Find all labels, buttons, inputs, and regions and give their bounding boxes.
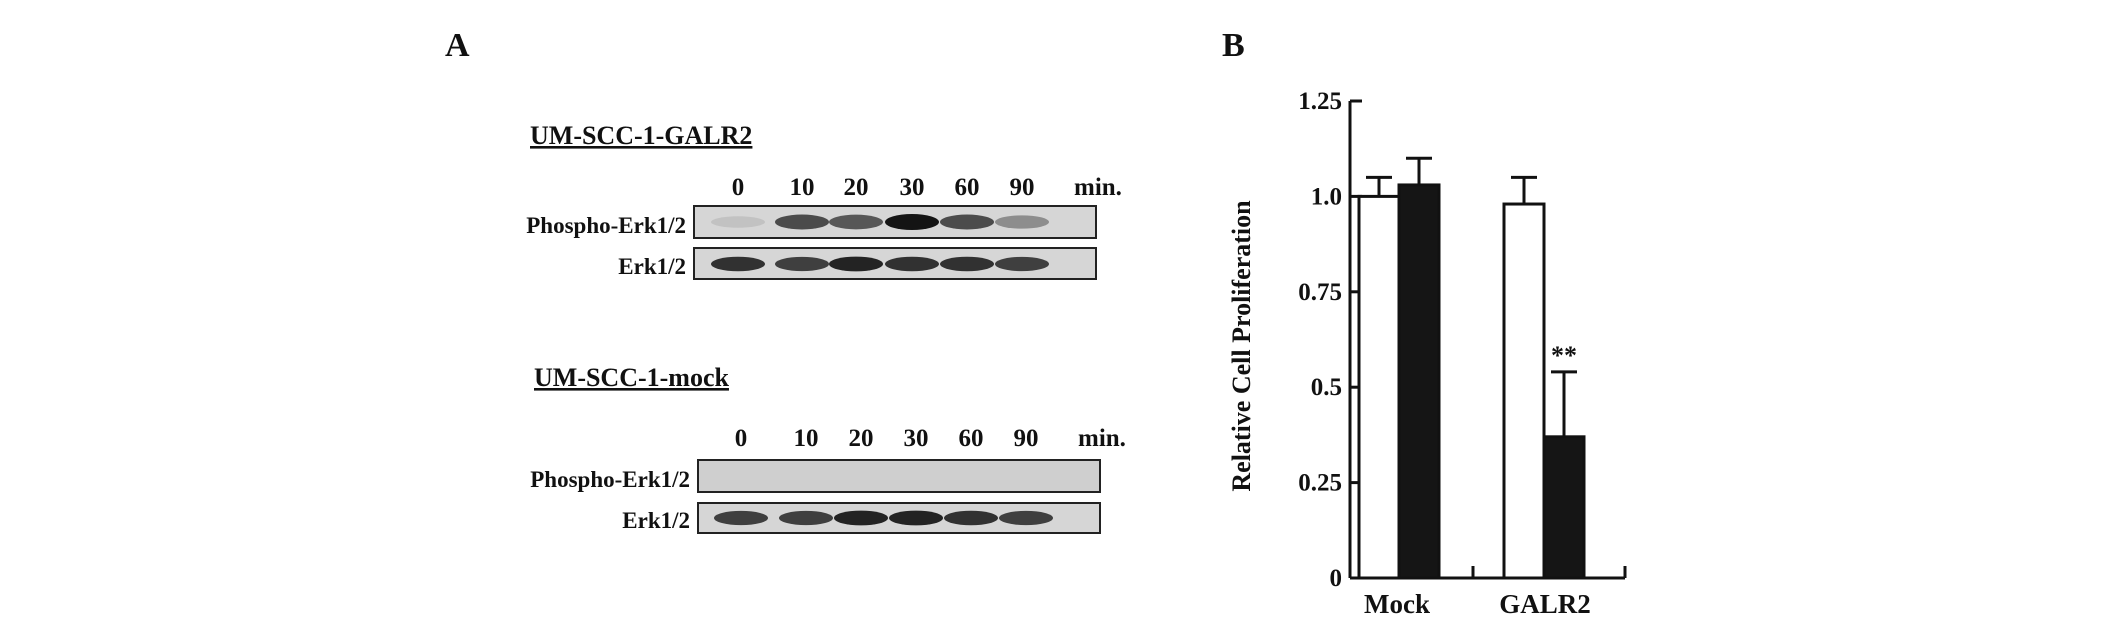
blot-band <box>714 510 768 526</box>
x-category-label: GALR2 <box>1499 589 1591 619</box>
blot-row-label: Erk1/2 <box>618 254 686 279</box>
blot-band <box>885 256 939 272</box>
lane-label: 30 <box>904 425 929 452</box>
blot-bands-erk-mock <box>714 510 1053 526</box>
blot-membrane-phospho <box>697 459 1101 493</box>
blot-band <box>775 214 829 230</box>
blot-block-galr2: UM-SCC-1-GALR2 0 10 20 30 60 90 min. Pho… <box>526 121 1122 280</box>
x-category-label: Mock <box>1364 589 1430 619</box>
blot-band <box>889 510 943 526</box>
bar <box>1357 194 1401 580</box>
blot-row-label: Erk1/2 <box>622 508 690 533</box>
blot-band <box>940 214 994 230</box>
lane-label: 60 <box>955 174 980 201</box>
y-tick-label: 0.5 <box>1311 374 1342 401</box>
blot-band <box>711 256 765 272</box>
y-axis-title: Relative Cell Proliferation <box>1227 200 1256 492</box>
blot-band <box>711 216 765 228</box>
panel-b-letter: B <box>1222 27 1245 64</box>
bar <box>1542 435 1586 580</box>
lane-label: 10 <box>790 174 815 201</box>
blot-band <box>834 510 888 526</box>
blot-band <box>995 215 1049 229</box>
lane-label: 30 <box>900 174 925 201</box>
blot-bands-erk-galr2 <box>711 256 1049 272</box>
y-tick-label: 0.75 <box>1298 279 1342 306</box>
lane-label: 90 <box>1010 174 1035 201</box>
blot-band <box>940 256 994 272</box>
blot-band <box>995 256 1049 272</box>
blot-band <box>779 510 833 526</box>
blot-band <box>775 256 829 272</box>
bar <box>1502 202 1546 580</box>
lane-label: 10 <box>794 425 819 452</box>
blot-row-label: Phospho-Erk1/2 <box>526 213 686 238</box>
y-tick-label: 1.0 <box>1311 183 1342 210</box>
panel-b: B Relative Cell Proliferation 0 0.25 0.5 0.… <box>1222 27 1627 619</box>
blot-band <box>885 214 939 230</box>
lane-label: 60 <box>959 425 984 452</box>
y-tick-label: 0.25 <box>1298 470 1342 497</box>
blot-title-galr2: UM-SCC-1-GALR2 <box>530 121 752 150</box>
y-axis: 0 0.25 0.5 0.75 1.0 1.25 <box>1298 88 1362 592</box>
y-tick-label: 1.25 <box>1298 88 1342 115</box>
panel-a: A UM-SCC-1-GALR2 0 10 20 30 60 90 min. P… <box>445 27 1126 534</box>
time-unit: min. <box>1078 425 1126 452</box>
blot-row-label: Phospho-Erk1/2 <box>530 467 690 492</box>
blot-bands-phospho-galr2 <box>711 214 1049 230</box>
significance-marker: ** <box>1551 341 1577 370</box>
lane-label: 0 <box>732 174 745 201</box>
x-axis: Mock GALR2 <box>1350 566 1627 619</box>
lane-label: 20 <box>844 174 869 201</box>
blot-title-mock: UM-SCC-1-mock <box>534 363 730 392</box>
blot-band <box>829 214 883 230</box>
bar-series: ** <box>1357 156 1586 580</box>
blot-block-mock: UM-SCC-1-mock 0 10 20 30 60 90 min. Phos… <box>530 363 1126 534</box>
lane-label: 90 <box>1014 425 1039 452</box>
blot-band <box>829 256 883 272</box>
panel-a-letter: A <box>445 27 470 64</box>
lane-label: 20 <box>849 425 874 452</box>
blot-band <box>944 510 998 526</box>
blot-band <box>999 510 1053 526</box>
lane-label: 0 <box>735 425 748 452</box>
bar <box>1397 183 1441 580</box>
y-tick-label: 0 <box>1330 565 1343 592</box>
time-unit: min. <box>1074 174 1122 201</box>
